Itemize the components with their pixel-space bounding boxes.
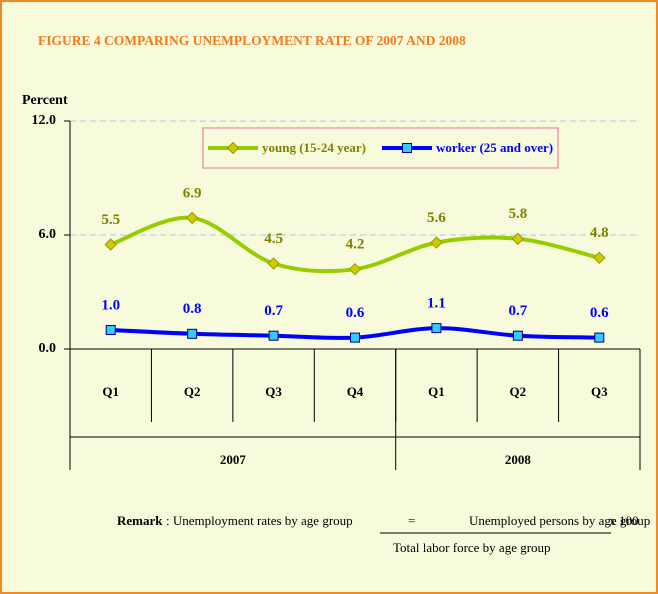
chart-title: FIGURE 4 COMPARING UNEMPLOYMENT RATE OF … xyxy=(38,33,466,48)
y-tick-label: 12.0 xyxy=(32,113,57,128)
x-tick-label: Q2 xyxy=(184,384,201,399)
data-label: 4.8 xyxy=(590,225,609,241)
legend-box xyxy=(202,127,559,169)
y-tick-label: 6.0 xyxy=(39,227,57,242)
marker xyxy=(593,251,606,265)
marker xyxy=(104,238,117,251)
remark-numerator: Unemployed persons by age group xyxy=(469,513,650,528)
data-label: 6.9 xyxy=(183,185,202,201)
data-label: 5.6 xyxy=(427,210,446,226)
marker xyxy=(268,330,279,341)
remark-multiplier: x 100 xyxy=(609,513,638,528)
data-label: 0.7 xyxy=(264,303,283,319)
x-tick-label: Q1 xyxy=(102,384,119,399)
data-label: 5.8 xyxy=(508,206,527,222)
y-axis-label: Percent xyxy=(22,93,68,108)
y-tick-label: 0.0 xyxy=(39,341,57,356)
data-label: 0.6 xyxy=(590,305,609,321)
marker xyxy=(431,323,442,334)
marker xyxy=(348,262,362,276)
marker xyxy=(511,232,525,246)
data-label: 5.5 xyxy=(101,212,120,228)
group-label: 2008 xyxy=(505,452,532,467)
marker xyxy=(512,330,523,341)
x-tick-label: Q2 xyxy=(510,384,527,399)
data-label: 0.6 xyxy=(346,305,365,321)
legend-label: worker (25 and over) xyxy=(436,140,553,155)
data-label: 1.1 xyxy=(427,296,446,312)
data-label: 0.7 xyxy=(508,303,527,319)
legend-label: young (15-24 year) xyxy=(262,140,366,155)
x-tick-label: Q4 xyxy=(347,384,364,399)
x-tick-label: Q1 xyxy=(428,384,445,399)
data-label: 0.8 xyxy=(183,301,202,317)
marker xyxy=(226,141,240,155)
marker xyxy=(402,143,412,153)
remark-equals: = xyxy=(408,513,415,528)
remark-label: Remark xyxy=(117,513,163,528)
data-label: 1.0 xyxy=(101,297,120,313)
marker xyxy=(594,332,605,343)
x-tick-label: Q3 xyxy=(265,384,282,399)
remark-text: : Unemployment rates by age group xyxy=(166,513,353,528)
marker xyxy=(350,332,360,343)
x-tick-label: Q3 xyxy=(591,384,608,399)
marker xyxy=(187,328,198,339)
marker xyxy=(105,325,116,335)
marker xyxy=(430,236,443,249)
data-label: 4.2 xyxy=(346,237,365,253)
remark-denominator: Total labor force by age group xyxy=(393,540,551,555)
group-label: 2007 xyxy=(220,452,247,467)
marker xyxy=(267,257,280,270)
marker xyxy=(185,211,199,225)
data-label: 4.5 xyxy=(264,231,283,247)
